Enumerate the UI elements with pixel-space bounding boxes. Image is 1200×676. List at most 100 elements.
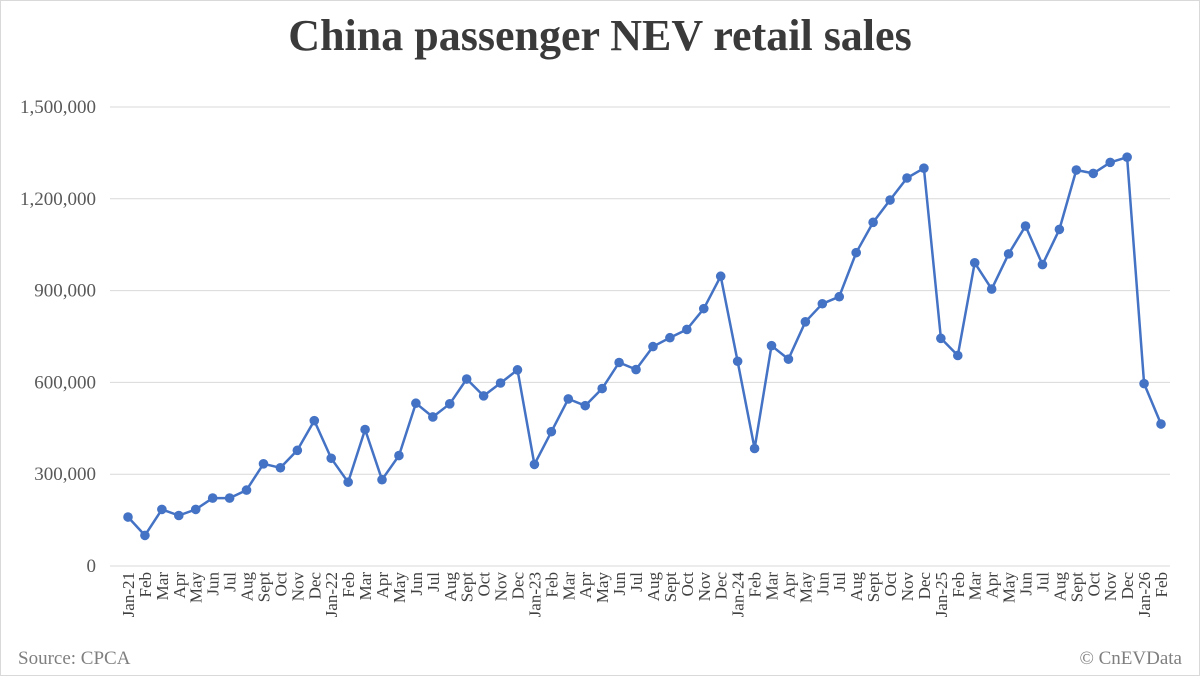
x-tick-label: Dec: [508, 572, 527, 600]
data-point: [377, 474, 387, 485]
data-point: [597, 383, 607, 394]
data-point: [343, 477, 353, 487]
x-tick-label: Oct: [271, 572, 290, 597]
y-tick-label: 300,000: [34, 464, 96, 485]
data-point: [309, 415, 320, 426]
x-tick-label: Mar: [763, 572, 782, 601]
x-axis: Jan-21FebMarAprMayJunJulAugSeptOctNovDec…: [110, 565, 1171, 618]
y-tick-label: 1,500,000: [20, 97, 96, 118]
data-point: [698, 303, 709, 314]
x-tick-label: May: [593, 572, 612, 604]
x-tick-label: Jul: [1033, 572, 1052, 592]
data-point: [174, 510, 184, 521]
y-axis: 0 300,000 600,000 900,000 1,200,000 1,500,000: [20, 97, 96, 577]
data-point: [800, 317, 811, 327]
data-point: [529, 459, 540, 470]
x-tick-label: May: [796, 572, 815, 604]
x-tick-label: Mar: [559, 572, 578, 601]
data-point: [411, 398, 421, 409]
data-point: [1003, 249, 1014, 259]
data-point: [732, 356, 743, 367]
x-tick-label: Jan-22: [322, 572, 341, 617]
data-point: [1105, 157, 1115, 168]
data-point: [1156, 419, 1166, 429]
y-tick-label: 900,000: [34, 281, 96, 302]
source-note: Source: CPCA: [18, 648, 131, 669]
x-tick-label: Apr: [983, 572, 1002, 599]
x-tick-label: Jan-23: [525, 572, 544, 617]
data-point: [986, 284, 997, 294]
data-point: [1139, 378, 1149, 389]
x-tick-label: Jan-26: [1135, 572, 1154, 617]
data-point: [902, 173, 912, 183]
x-tick-label: Jan-25: [932, 572, 951, 617]
data-point: [868, 217, 878, 228]
data-point: [834, 291, 845, 302]
data-point: [614, 357, 624, 368]
data-point: [580, 400, 591, 411]
x-tick-label: Jun: [204, 572, 223, 596]
x-tick-label: Feb: [136, 572, 155, 598]
data-point: [648, 341, 658, 352]
x-tick-label: Sept: [864, 572, 883, 603]
data-point: [952, 350, 963, 361]
x-tick-label: Jan-24: [729, 572, 748, 618]
data-point: [275, 462, 286, 473]
x-tick-label: Oct: [881, 572, 900, 597]
data-point: [1122, 152, 1132, 162]
x-tick-label: Sept: [458, 572, 477, 603]
data-point: [546, 426, 557, 437]
x-tick-label: Jun: [1017, 572, 1036, 596]
x-tick-label: Aug: [441, 572, 460, 602]
x-tick-label: Sept: [254, 572, 273, 603]
x-tick-label: Nov: [288, 572, 307, 602]
x-tick-label: Jul: [424, 572, 443, 592]
data-point: [512, 365, 523, 375]
x-tick-label: Sept: [1067, 572, 1086, 603]
x-tick-label: May: [390, 572, 409, 604]
x-tick-label: Feb: [542, 572, 561, 598]
data-point: [851, 247, 861, 258]
data-point: [123, 512, 133, 522]
x-tick-label: Dec: [712, 572, 731, 600]
data-point: [207, 493, 218, 503]
x-tick-label: Dec: [305, 572, 324, 600]
data-point: [1054, 224, 1065, 235]
x-tick-label: Nov: [492, 572, 511, 602]
y-tick-label: 1,200,000: [20, 189, 96, 210]
x-tick-label: Feb: [1152, 572, 1171, 598]
data-point: [444, 399, 455, 409]
x-tick-label: Jan-21: [119, 572, 138, 617]
x-tick-label: Apr: [373, 572, 392, 599]
data-point: [157, 504, 167, 515]
data-point: [1071, 165, 1082, 175]
x-tick-label: Oct: [1084, 572, 1103, 597]
data-point: [478, 391, 489, 401]
x-tick-label: Apr: [576, 572, 595, 599]
data-point: [428, 412, 438, 422]
data-point: [140, 530, 150, 541]
data-point: [190, 504, 201, 515]
x-tick-label: Feb: [949, 572, 968, 598]
data-point: [885, 195, 895, 205]
data-point: [919, 163, 929, 173]
data-point: [682, 324, 692, 335]
x-tick-label: Nov: [695, 572, 714, 602]
data-point: [1037, 259, 1048, 270]
data-point: [969, 257, 980, 268]
data-point: [258, 458, 269, 469]
x-tick-label: Aug: [644, 572, 663, 602]
x-tick-label: Dec: [915, 572, 934, 600]
data-point: [631, 364, 641, 375]
y-tick-label: 0: [87, 556, 97, 577]
x-tick-label: Jul: [627, 572, 646, 592]
x-tick-label: Apr: [779, 572, 798, 599]
x-tick-label: Jun: [813, 572, 832, 596]
x-tick-label: May: [1000, 572, 1019, 604]
data-point: [749, 443, 760, 454]
data-point: [292, 445, 303, 456]
gridlines: [110, 106, 1170, 475]
x-tick-label: Jul: [830, 572, 849, 592]
data-point: [936, 333, 946, 344]
x-tick-label: Dec: [1118, 572, 1137, 600]
